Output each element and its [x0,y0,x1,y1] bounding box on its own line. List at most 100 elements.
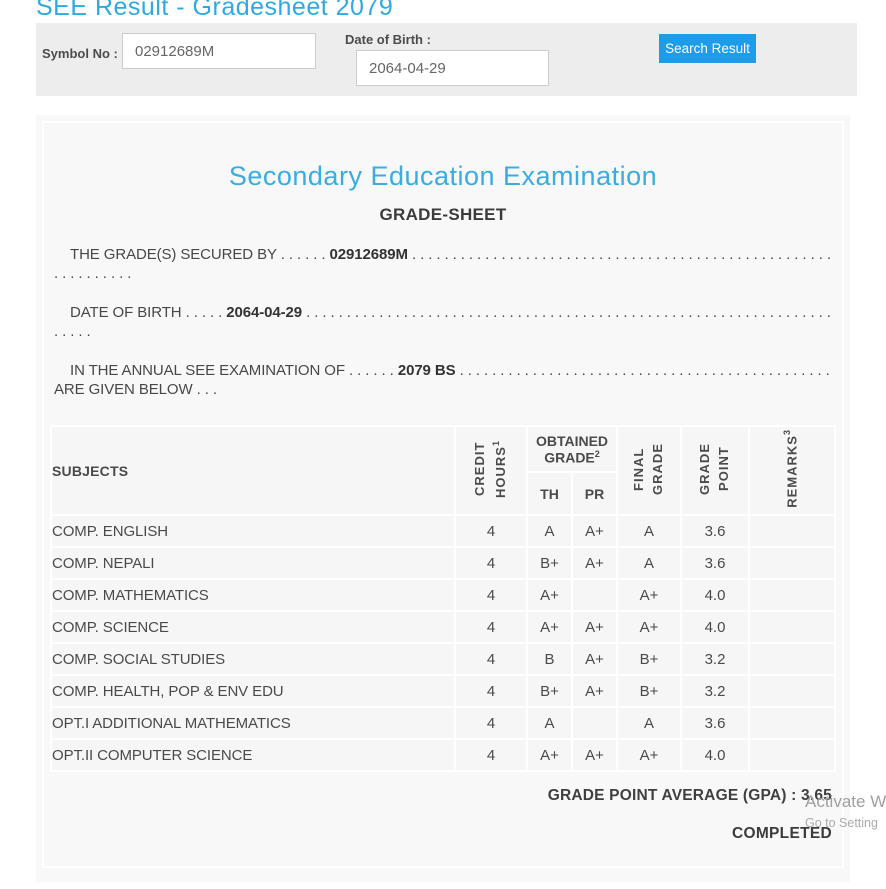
symbol-no-label: Symbol No : [42,46,118,61]
final-grade-cell: A+ [616,738,682,772]
header-credit-hours: CREDIT HOURS1 [453,425,528,516]
subject-cell: COMP. ENGLISH [50,514,456,548]
dots: . . . . . . [349,362,394,379]
pr-grade-cell [570,578,619,612]
remarks-cell [748,738,836,772]
remarks-cell [748,610,836,644]
th-grade-cell: B [525,642,573,676]
header-gp-line2: POINT [716,446,731,491]
page-title: SEE Result - Gradesheet 2079 [36,0,394,21]
pr-grade-cell: A+ [570,514,619,548]
subject-cell: COMP. NEPALI [50,546,456,580]
header-final-grade: FINAL GRADE [616,425,682,516]
header-final-line1: FINAL [631,446,647,491]
header-obtained-sup: 2 [594,448,600,459]
remarks-cell [748,706,836,740]
dob-value: 2064-04-29 [226,304,302,321]
grade-point-cell: 3.2 [680,674,750,708]
pr-grade-cell: A+ [570,610,619,644]
credit-cell: 4 [453,642,528,676]
exam-prefix: IN THE ANNUAL SEE EXAMINATION OF [70,362,345,379]
header-credit-line2-wrap: HOURS1 [490,439,509,498]
pr-grade-cell: A+ [570,738,619,772]
dob-line: DATE OF BIRTH . . . . . 2064-04-29 . . .… [54,303,832,341]
th-grade-cell: A+ [525,738,573,772]
remarks-cell [748,642,836,676]
remarks-cell [748,578,836,612]
grade-point-cell: 4.0 [680,610,750,644]
header-grade-point: GRADE POINT [680,425,750,516]
pr-grade-cell: A+ [570,674,619,708]
symbol-no-value: 02912689M [329,246,408,263]
grade-point-cell: 4.0 [680,738,750,772]
table-row: OPT.II COMPUTER SCIENCE 4 A+ A+ A+ 4.0 [50,738,836,772]
final-grade-cell: B+ [616,674,682,708]
header-remarks-sup: 3 [782,429,793,436]
grade-point-cell: 3.6 [680,546,750,580]
exam-line: IN THE ANNUAL SEE EXAMINATION OF . . . .… [54,361,832,399]
table-row: COMP. SOCIAL STUDIES 4 B A+ B+ 3.2 [50,642,836,676]
table-row: COMP. ENGLISH 4 A A+ A 3.6 [50,514,836,548]
credit-cell: 4 [453,546,528,580]
dots: . . . . . . . . . . . . . . . . . . . . … [54,304,831,340]
th-grade-cell: A+ [525,610,573,644]
gradesheet-subtitle: GRADE-SHEET [379,205,507,224]
subject-cell: COMP. SOCIAL STUDIES [50,642,456,676]
table-row: COMP. NEPALI 4 B+ A+ A 3.6 [50,546,836,580]
subject-cell: OPT.I ADDITIONAL MATHEMATICS [50,706,456,740]
header-th: TH [525,471,573,516]
grade-point-cell: 3.6 [680,706,750,740]
final-grade-cell: A [616,514,682,548]
final-grade-cell: A+ [616,610,682,644]
credit-cell: 4 [453,514,528,548]
final-grade-cell: A+ [616,578,682,612]
header-remarks: REMARKS3 [748,425,836,516]
header-credit-sup: 1 [490,439,501,446]
credit-cell: 4 [453,610,528,644]
pr-grade-cell: A+ [570,642,619,676]
remarks-cell [748,674,836,708]
final-grade-cell: B+ [616,642,682,676]
remarks-cell [748,514,836,548]
th-grade-cell: B+ [525,674,573,708]
grade-point-cell: 3.6 [680,514,750,548]
search-form: Symbol No : Date of Birth : Search Resul… [36,23,857,96]
credit-cell: 4 [453,706,528,740]
dob-input[interactable] [356,50,549,86]
final-grade-cell: A [616,546,682,580]
dots: . . . . . . . . . . . . . . . . . . . . … [54,246,831,282]
table-row: COMP. MATHEMATICS 4 A+ A+ 4.0 [50,578,836,612]
subject-cell: COMP. MATHEMATICS [50,578,456,612]
header-credit-line2: HOURS [493,445,509,498]
header-obtained-label: OBTAINED GRADE [535,432,609,466]
th-grade-cell: B+ [525,546,573,580]
status-completed: COMPLETED [731,825,832,842]
header-subjects: SUBJECTS [50,425,456,516]
secured-by-prefix: THE GRADE(S) SECURED BY [70,246,277,263]
exam-year-value: 2079 BS [397,362,456,379]
table-row: OPT.I ADDITIONAL MATHEMATICS 4 A A 3.6 [50,706,836,740]
grades-table: SUBJECTS CREDIT HOURS1 OBTAINED GRADE2 FI… [50,424,836,772]
symbol-no-input[interactable] [122,33,316,69]
search-result-button[interactable]: Search Result [659,34,756,63]
secured-by-line: THE GRADE(S) SECURED BY . . . . . . 0291… [54,245,832,283]
exam-suffix: ARE GIVEN BELOW . . . [54,381,217,398]
subject-cell: COMP. SCIENCE [50,610,456,644]
header-final-line2: GRADE [650,442,665,495]
header-pr: PR [570,471,619,516]
credit-cell: 4 [453,738,528,772]
header-credit-line1: CREDIT [471,441,487,496]
table-row: COMP. HEALTH, POP & ENV EDU 4 B+ A+ B+ 3… [50,674,836,708]
dots: . . . . . [185,304,223,321]
gpa-label: GRADE POINT AVERAGE (GPA) : [547,787,797,804]
gradesheet-title: Secondary Education Examination [228,161,658,191]
dots: . . . . . . . . . . . . . . . . . . . . … [459,362,830,379]
th-grade-cell: A+ [525,578,573,612]
dots: . . . . . . [280,246,326,263]
credit-cell: 4 [453,578,528,612]
pr-grade-cell [570,706,619,740]
grade-point-cell: 4.0 [680,578,750,612]
th-grade-cell: A [525,514,573,548]
credit-cell: 4 [453,674,528,708]
table-row: COMP. SCIENCE 4 A+ A+ A+ 4.0 [50,610,836,644]
